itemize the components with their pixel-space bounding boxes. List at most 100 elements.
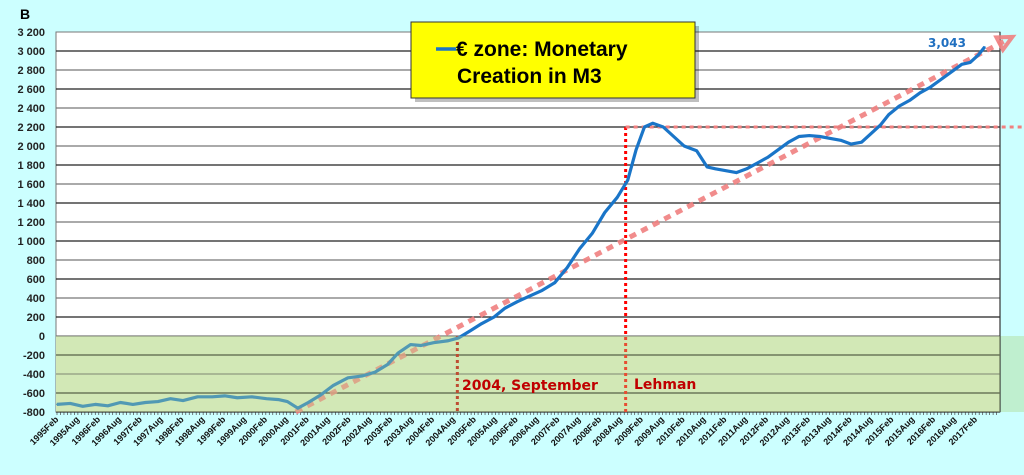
trend-arrowhead [993,34,1017,54]
annotation-2004-september: 2004, September [462,378,598,394]
m3-data-point [714,168,717,170]
m3-data-point [725,169,727,172]
m3-data-point [69,402,72,405]
y-tick-label: -600 [23,388,45,400]
m3-data-point [361,375,364,377]
m3-data-point [223,395,226,397]
m3-data-point [470,329,472,332]
m3-data-point [132,403,134,406]
negative-zone-tint [56,336,1000,412]
m3-data-point [297,407,299,410]
m3-data-point [798,135,800,138]
m3-data-point [347,377,349,379]
m3-data-point [651,122,654,124]
m3-data-point [735,171,738,174]
m3-data-point [626,179,629,181]
y-tick-label: 2 800 [17,65,45,77]
m3-data-point [541,289,543,292]
y-tick-label: 400 [27,293,45,305]
chart-marks [56,34,1024,415]
legend-title-box: € zone: Monetary Creation in M3 [410,21,699,102]
m3-data-point [672,135,675,138]
y-tick-label: 200 [27,312,45,324]
m3-data-point [56,403,58,406]
m3-data-point [457,337,460,339]
m3-data-point [196,396,199,398]
m3-data-point [278,398,280,401]
m3-data-point [777,149,779,151]
m3-data-point [386,363,389,366]
trend-line [294,39,1005,415]
m3-data-point [107,405,109,407]
y-tick-label: 1 200 [17,217,45,229]
y-tick-label: 1 400 [17,198,45,210]
m3-data-point [144,401,147,404]
m3-data-point [969,61,971,64]
m3-data-point [983,46,986,48]
m3-data-point [929,86,932,88]
m3-data-point [319,394,322,396]
m3-data-point [553,282,556,284]
m3-data-point [447,339,449,342]
m3-data-point [961,63,963,66]
m3-data-point [182,399,184,402]
chart-title-line2: Creation in M3 [457,65,602,88]
m3-data-point [169,397,172,400]
m3-data-point [516,301,518,303]
m3-data-point [919,92,921,94]
m3-data-point [397,352,399,354]
gridlines [56,50,1000,394]
m3-data-point [879,124,882,126]
y-tick-label: 3 200 [17,27,45,39]
m3-data-point [766,156,769,159]
m3-data-point [503,307,506,310]
y-tick-label: 1 600 [17,179,45,191]
m3-data-point [157,400,159,403]
m3-data-point [81,405,84,408]
m3-data-point [119,401,122,404]
y-tick-label: 1 000 [17,236,45,248]
m3-data-point [756,162,758,164]
m3-data-point [374,371,376,373]
m3-data-point [578,247,581,250]
m3-data-point [683,145,685,147]
m3-data-point [940,78,942,81]
y-tick-label: 3 000 [17,46,45,58]
m3-data-point [307,401,310,404]
m3-data-point [706,166,708,168]
y-tick-label: 2 000 [17,141,45,153]
m3-data-point [643,126,646,128]
y-tick-label: -800 [23,407,45,419]
m3-data-point [528,295,531,297]
last-value-label: 3,043 [928,36,966,50]
m3-data-point [94,403,97,406]
m3-data-point [236,396,239,399]
y-tick-label: -200 [23,350,45,362]
m3-data-point [860,141,863,143]
m3-data-point [787,141,790,143]
m3-data-point [566,266,568,269]
m3-data-point [839,139,842,142]
m3-data-point [695,149,698,152]
m3-data-point [286,400,289,403]
chart-title-line1: € zone: Monetary [456,38,628,61]
negative-zone-extension [1000,336,1024,412]
m3-data-point [591,232,594,235]
m3-data-point [745,168,748,170]
m3-data-point [409,343,412,346]
m3-data-point [908,99,911,102]
m3-data-point [871,131,873,134]
m3-data-point [898,105,900,107]
m3-data-point [251,396,253,398]
y-tick-label: 600 [27,274,45,286]
m3-data-point [950,71,953,73]
m3-data-point [829,137,832,140]
m3-data-point [211,396,214,398]
m3-data-point [265,397,268,400]
m3-data-point [850,143,852,145]
m3-data-point [432,341,435,344]
m3-data-point [977,54,980,56]
m3-data-point [808,134,811,137]
y-axis-unit: B [20,6,30,22]
